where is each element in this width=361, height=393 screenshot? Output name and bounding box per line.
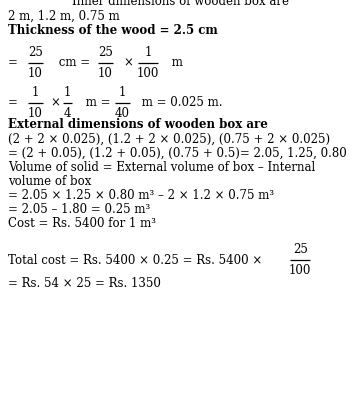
Text: = Rs. 54 × 25 = Rs. 1350: = Rs. 54 × 25 = Rs. 1350: [8, 277, 161, 290]
Text: Cost = Rs. 5400 for 1 m³: Cost = Rs. 5400 for 1 m³: [8, 217, 156, 230]
Text: m =: m =: [82, 97, 110, 110]
Text: 40: 40: [115, 107, 130, 120]
Text: 25: 25: [98, 46, 113, 59]
Text: ×: ×: [50, 97, 60, 110]
Text: volume of box: volume of box: [8, 175, 91, 188]
Text: cm =: cm =: [55, 57, 90, 70]
Text: m: m: [168, 57, 183, 70]
Text: 100: 100: [137, 67, 159, 80]
Text: = (2 + 0.05), (1.2 + 0.05), (0.75 + 0.5)= 2.05, 1.25, 0.80: = (2 + 0.05), (1.2 + 0.05), (0.75 + 0.5)…: [8, 147, 347, 160]
Text: Inner dimensions of wooden box are: Inner dimensions of wooden box are: [72, 0, 289, 8]
Text: Total cost = Rs. 5400 × 0.25 = Rs. 5400 ×: Total cost = Rs. 5400 × 0.25 = Rs. 5400 …: [8, 253, 262, 266]
Text: =: =: [8, 97, 22, 110]
Text: = 2.05 × 1.25 × 0.80 m³ – 2 × 1.2 × 0.75 m³: = 2.05 × 1.25 × 0.80 m³ – 2 × 1.2 × 0.75…: [8, 189, 274, 202]
Text: 10: 10: [98, 67, 113, 80]
Text: 25: 25: [28, 46, 43, 59]
Text: Thickness of the wood = 2.5 cm: Thickness of the wood = 2.5 cm: [8, 24, 218, 37]
Text: =: =: [8, 57, 22, 70]
Text: Volume of solid = External volume of box – Internal: Volume of solid = External volume of box…: [8, 161, 315, 174]
Text: (2 + 2 × 0.025), (1.2 + 2 × 0.025), (0.75 + 2 × 0.025): (2 + 2 × 0.025), (1.2 + 2 × 0.025), (0.7…: [8, 133, 330, 146]
Text: 1: 1: [119, 86, 126, 99]
Text: = 2.05 – 1.80 = 0.25 m³: = 2.05 – 1.80 = 0.25 m³: [8, 203, 150, 216]
Text: ×: ×: [123, 57, 133, 70]
Text: 100: 100: [289, 264, 311, 277]
Text: 1: 1: [32, 86, 39, 99]
Text: 10: 10: [28, 67, 43, 80]
Text: m = 0.025 m.: m = 0.025 m.: [138, 97, 222, 110]
Text: 4: 4: [64, 107, 71, 120]
Text: External dimensions of wooden box are: External dimensions of wooden box are: [8, 118, 268, 131]
Text: 25: 25: [293, 243, 308, 256]
Text: 1: 1: [144, 46, 152, 59]
Text: 10: 10: [28, 107, 43, 120]
Text: 2 m, 1.2 m, 0.75 m: 2 m, 1.2 m, 0.75 m: [8, 10, 120, 23]
Text: 1: 1: [64, 86, 71, 99]
